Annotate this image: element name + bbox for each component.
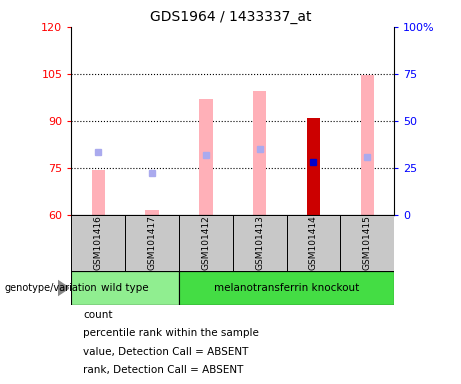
Text: rank, Detection Call = ABSENT: rank, Detection Call = ABSENT	[83, 365, 243, 375]
Bar	[307, 118, 320, 215]
Bar	[287, 215, 340, 271]
Bar	[71, 215, 125, 271]
Text: GSM101416: GSM101416	[94, 215, 103, 270]
Bar	[253, 91, 266, 215]
Bar	[307, 118, 320, 215]
Text: GSM101412: GSM101412	[201, 215, 210, 270]
Text: percentile rank within the sample: percentile rank within the sample	[83, 328, 259, 338]
Bar	[179, 271, 394, 305]
Bar	[340, 215, 394, 271]
Text: count: count	[83, 310, 112, 320]
Polygon shape	[58, 280, 69, 296]
Bar	[233, 215, 287, 271]
Text: GSM101417: GSM101417	[148, 215, 157, 270]
Bar	[92, 170, 105, 215]
Bar	[125, 215, 179, 271]
Bar	[145, 210, 159, 215]
Bar	[199, 99, 213, 215]
Text: GSM101413: GSM101413	[255, 215, 264, 270]
Text: value, Detection Call = ABSENT: value, Detection Call = ABSENT	[83, 347, 248, 357]
Bar	[71, 271, 179, 305]
Bar	[361, 76, 374, 215]
Text: genotype/variation: genotype/variation	[5, 283, 97, 293]
Text: GDS1964 / 1433337_at: GDS1964 / 1433337_at	[150, 10, 311, 23]
Text: wild type: wild type	[101, 283, 149, 293]
Text: GSM101415: GSM101415	[363, 215, 372, 270]
Text: melanotransferrin knockout: melanotransferrin knockout	[214, 283, 359, 293]
Bar	[179, 215, 233, 271]
Text: GSM101414: GSM101414	[309, 215, 318, 270]
